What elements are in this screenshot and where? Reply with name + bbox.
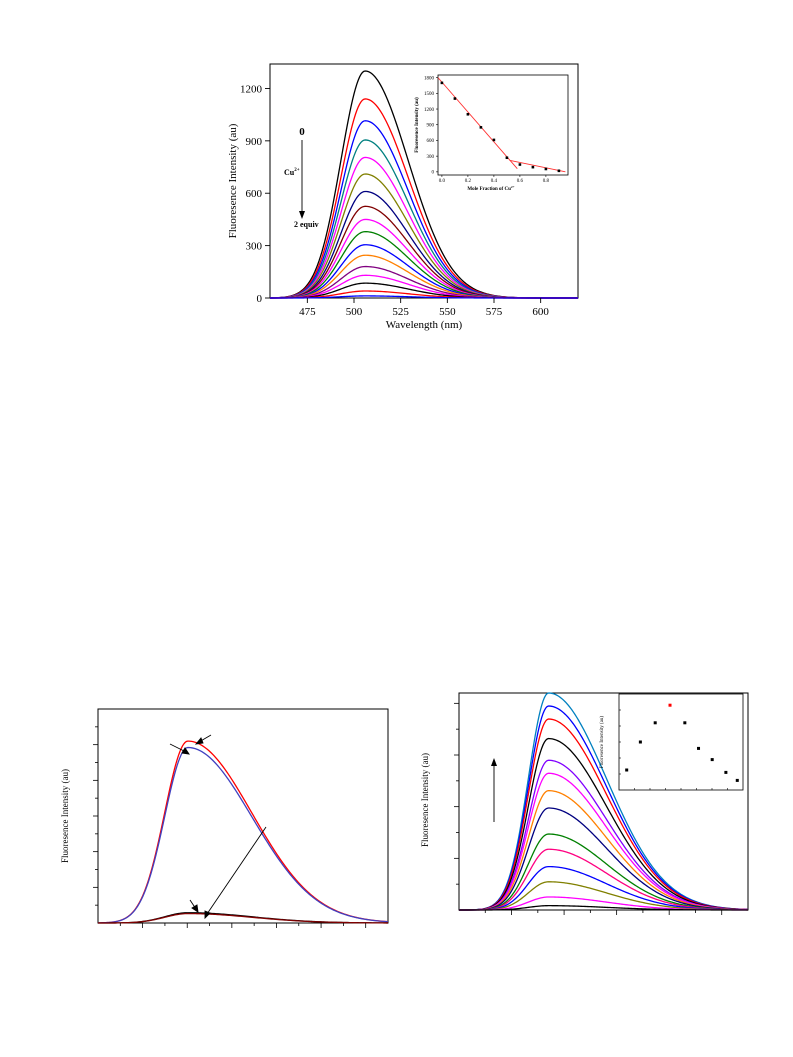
annotation-ion-label: Cu2+ (284, 168, 300, 177)
bottom-left-arrows (169, 734, 267, 920)
arrow-blue-curve-head (181, 747, 190, 755)
bottom-right-inset-point (697, 746, 701, 750)
inset-y-axis-label: Fluoresence Intensity (au) (415, 97, 420, 153)
annotation-ion-charge: 2+ (294, 168, 300, 173)
bottom-right-inset-point (683, 721, 687, 725)
bottom-right-series-group (458, 692, 749, 911)
main-y-ticks: 0 300 600 900 1200 (240, 83, 270, 305)
main-plot-frame (269, 63, 579, 299)
inset-fit-line-1 (437, 77, 518, 170)
inset-y-ticks: 0 300 600 900 1200 1500 1800 (424, 76, 438, 176)
inset-y-tick-label: 300 (427, 155, 435, 160)
arrow-brown-curve-head (191, 904, 199, 913)
bottom-right-inset-point (724, 770, 728, 774)
bottom-right-inset-point (638, 740, 642, 744)
inset-x-axis-label-charge: 2+ (511, 185, 515, 189)
inset-x-tick-label: 0.6 (517, 179, 524, 184)
main-x-tick-label: 575 (486, 306, 503, 318)
inset-y-tick-label: 1800 (424, 76, 435, 81)
bottom-right-y-axis-label: Fluoresence Intensity (au) (420, 753, 430, 847)
inset-y-tick-label: 600 (427, 139, 435, 144)
inset-x-ticks: 0.0 0.2 0.4 0.6 0.8 (439, 175, 550, 184)
main-y-tick-label: 900 (246, 136, 263, 148)
inset-data-point (518, 163, 522, 166)
inset-fit-line-2 (509, 159, 566, 173)
main-x-axis-label: Wavelength (nm) (386, 319, 463, 331)
bottom-left-y-axis-label: Fluoresence Intensity (au) (60, 769, 70, 863)
inset-data-point (479, 126, 483, 129)
bottom-right-inset-ticks (619, 709, 728, 790)
main-x-tick-label: 525 (392, 306, 409, 318)
inset-data-point (531, 165, 535, 169)
main-x-tick-label: 550 (439, 306, 456, 318)
inset-job-plot: 0.0 0.2 0.4 0.6 0.8 0 300 600 900 1200 1500 1800 M… (415, 74, 569, 192)
main-y-tick-label: 0 (257, 293, 263, 305)
bottom-right-series-line-6 (459, 772, 749, 911)
main-x-tick-label: 500 (346, 306, 363, 318)
inset-data-point (440, 81, 444, 85)
inset-x-tick-label: 0.4 (491, 179, 498, 184)
inset-data-point (492, 138, 496, 142)
annotation-start-equiv: 0 (299, 126, 305, 138)
bottom-right-inset-y-axis-label: Fluoresence Intensity (au) (600, 716, 605, 769)
inset-x-tick-label: 0.0 (439, 179, 446, 184)
annotation-ion-base: Cu (284, 168, 295, 177)
inset-data-point (466, 112, 470, 116)
arrow-red-curve-head (194, 737, 204, 745)
inset-y-tick-label: 0 (432, 171, 435, 176)
main-emission-chart: 475 500 525 550 575 600 0 300 600 900 1200 Wavele… (227, 63, 579, 331)
bottom-left-series-line-1 (97, 740, 389, 924)
main-x-tick-label: 600 (532, 306, 549, 318)
arrow-long-diagonal (206, 826, 267, 915)
bottom-right-series-line-8 (459, 807, 749, 911)
main-y-tick-label: 300 (246, 241, 263, 253)
arrow-long-diagonal-head (204, 910, 211, 920)
inset-data-point (505, 156, 509, 160)
bottom-right-series-line-14 (459, 905, 748, 911)
inset-background (438, 75, 568, 175)
bottom-left-plot-frame (97, 708, 389, 924)
inset-data-point (544, 167, 548, 171)
bottom-left-series-line-2 (97, 746, 389, 924)
bottom-right-series-line-11 (459, 865, 749, 911)
inset-data-point (453, 97, 457, 100)
bottom-right-inset-frame (618, 693, 744, 791)
bottom-right-inset-point (668, 703, 672, 707)
inset-fit-lines (437, 77, 566, 173)
bottom-right-ticks (454, 702, 723, 915)
inset-x-axis-label: Mole Fraction of Cu2+ (467, 185, 514, 192)
bottom-right-inset-point (710, 758, 714, 762)
inset-y-tick-label: 900 (427, 124, 435, 129)
bottom-right-plot-frame (458, 692, 749, 911)
bottom-left-ticks (93, 726, 367, 928)
inset-y-tick-label: 1200 (424, 108, 435, 113)
main-x-ticks: 475 500 525 550 575 600 (299, 298, 549, 318)
inset-x-axis-label-base: Mole Fraction of Cu (467, 187, 511, 192)
annotation-arrow-head (299, 211, 305, 219)
main-series-group (269, 70, 578, 299)
bottom-right-inset-point (625, 768, 629, 772)
inset-data-points (440, 81, 561, 173)
bottom-right-inset-plot: Fluoresence Intensity (au) (600, 693, 744, 791)
bottom-right-inset-points (625, 703, 739, 782)
bottom-left-series-group (97, 740, 389, 924)
bottom-right-inset-point (735, 778, 739, 782)
main-series-line-17 (270, 295, 578, 299)
bottom-right-inset-point (653, 721, 657, 725)
inset-x-tick-label: 0.2 (465, 179, 472, 184)
bottom-right-up-arrow-head (491, 758, 497, 766)
main-x-tick-label: 475 (299, 306, 316, 318)
annotation-end-equiv: 2 equiv (294, 220, 319, 229)
inset-data-point (557, 169, 561, 173)
inset-y-tick-label: 1500 (424, 92, 435, 97)
bottom-right-emission-chart: Fluoresence Intensity (au) Fluoresence I… (420, 692, 749, 915)
main-y-axis-label: Fluoresence Intensity (au) (227, 123, 239, 238)
bottom-left-series-line-4 (98, 912, 388, 924)
main-y-tick-label: 1200 (240, 83, 263, 95)
main-y-tick-label: 600 (246, 188, 263, 200)
bottom-right-series-line-4 (459, 737, 749, 911)
inset-x-tick-label: 0.8 (543, 179, 550, 184)
bottom-left-emission-chart: Fluoresence Intensity (au) (60, 708, 389, 928)
